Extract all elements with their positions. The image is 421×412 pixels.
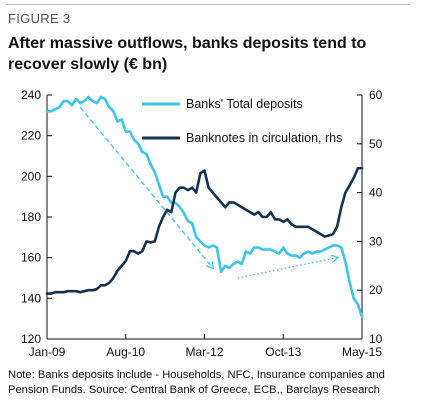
y-right-tick-label: 10 [369, 332, 383, 346]
y-left-tick-label: 220 [21, 129, 41, 143]
x-tick-label: Mar-12 [185, 345, 223, 359]
chart-title: After massive outflows, banks deposits t… [8, 35, 367, 73]
figure-label: FIGURE 3 [8, 11, 71, 26]
y-right-tick-label: 30 [369, 234, 383, 248]
series-layer [45, 95, 364, 318]
x-tick-label: May-15 [342, 345, 382, 359]
y-left-tick-label: 180 [21, 210, 41, 224]
x-tick-label: Oct-13 [265, 345, 301, 359]
y-right-tick-label: 50 [369, 137, 383, 151]
source-note: Note: Banks deposits include - Household… [8, 369, 385, 396]
y-left-tick-label: 140 [21, 291, 41, 305]
y-left-tick-label: 160 [21, 251, 41, 265]
y-right-tick-label: 60 [369, 88, 383, 102]
axis-layer: 120 140 160 180 200 220 240 10 20 30 40 50 60 Jan-09 A… [21, 88, 383, 359]
y-right-tick-label: 40 [369, 186, 383, 200]
annotation-layer [79, 106, 337, 279]
y-left-tick-label: 240 [21, 88, 41, 102]
legend-layer: Banks' Total deposits Banknotes in circul… [142, 97, 342, 145]
dotted-trend-arrow [237, 258, 337, 279]
top-rule [6, 4, 410, 5]
legend-label-deposits: Banks' Total deposits [186, 97, 303, 111]
y-left-tick-label: 200 [21, 169, 41, 183]
dashed-trend-arrow [79, 106, 213, 268]
legend-label-banknotes: Banknotes in circulation, rhs [186, 131, 342, 145]
deposits-series-line [45, 95, 364, 318]
x-tick-label: Jan-09 [29, 345, 66, 359]
x-tick-label: Aug-10 [106, 345, 145, 359]
y-left-tick-label: 120 [21, 332, 41, 346]
y-right-tick-label: 20 [369, 283, 383, 297]
banknotes-series-line [45, 166, 364, 295]
